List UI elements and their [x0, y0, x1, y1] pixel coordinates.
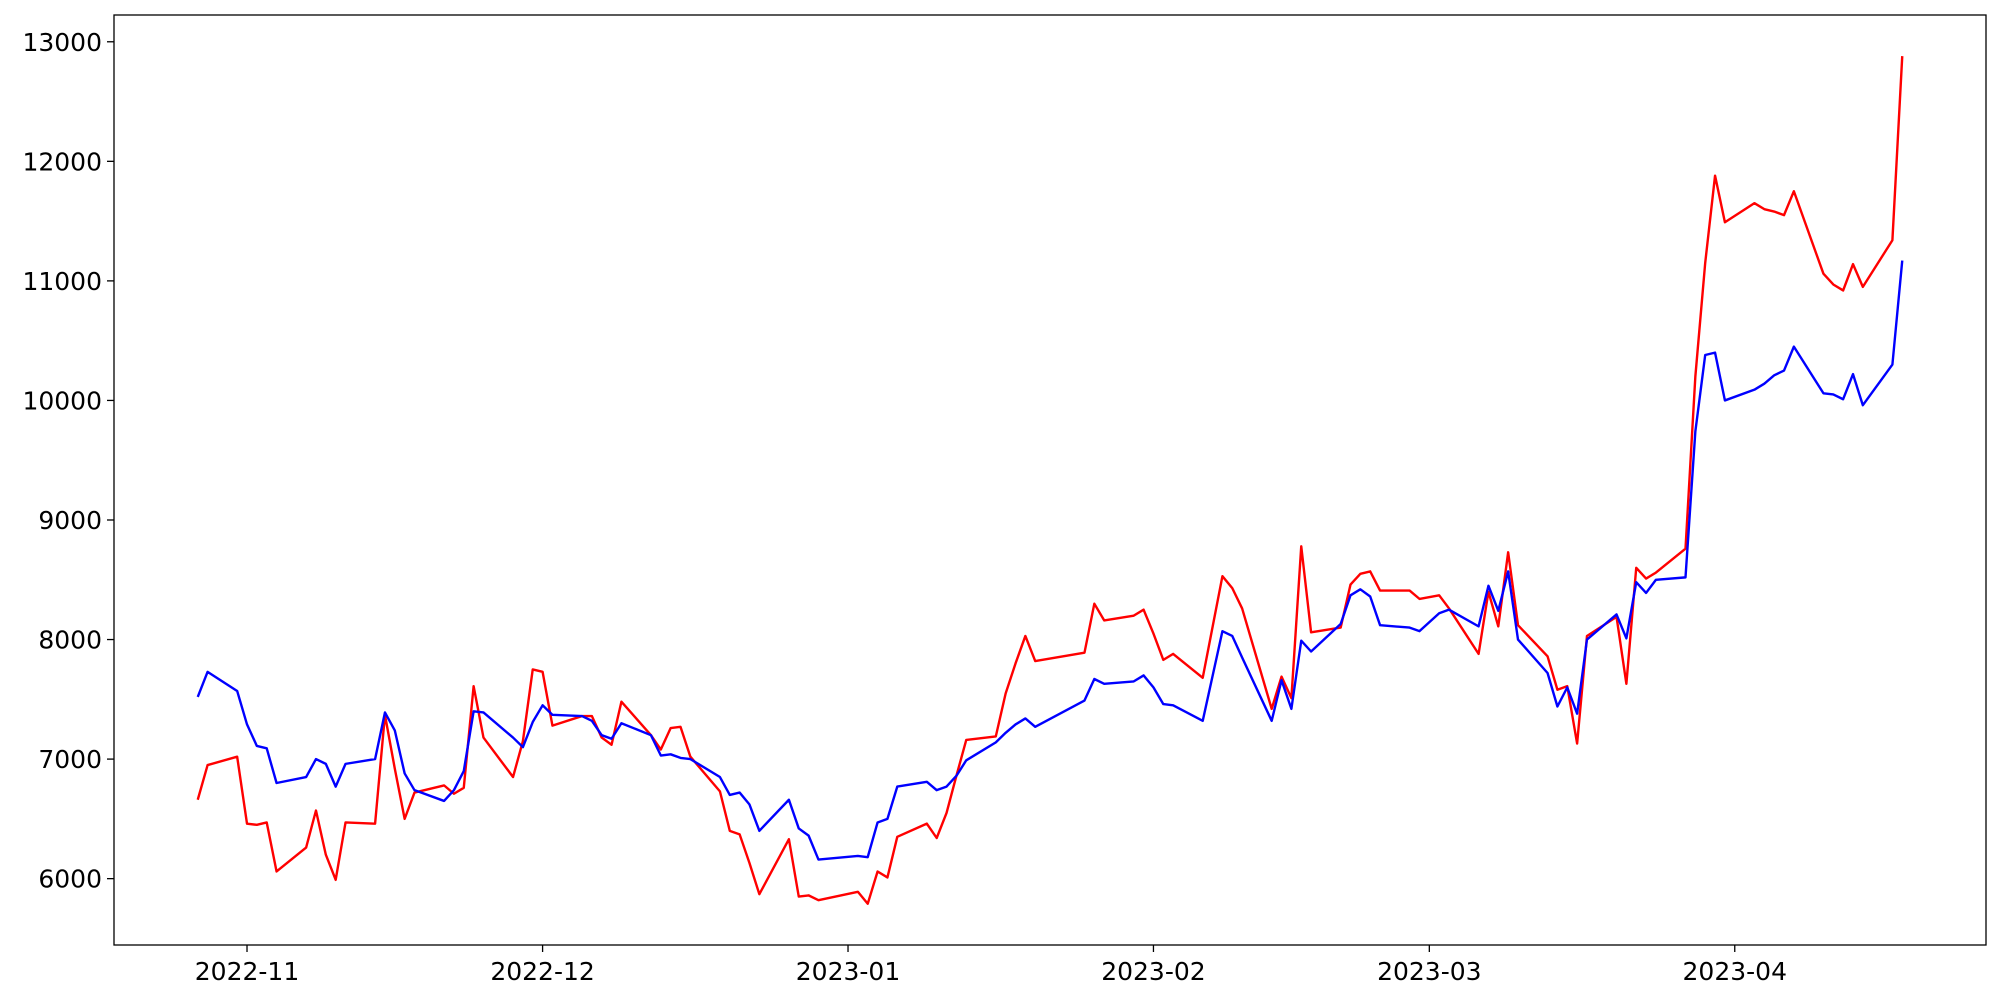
- y-tick-label: 8000: [38, 626, 102, 655]
- y-tick-label: 12000: [22, 147, 102, 176]
- x-tick-label: 2023-01: [796, 957, 900, 986]
- x-tick-label: 2023-04: [1683, 957, 1787, 986]
- y-tick-label: 9000: [38, 506, 102, 535]
- x-tick-label: 2022-12: [490, 957, 594, 986]
- x-tick-label: 2022-11: [195, 957, 299, 986]
- y-tick-label: 13000: [22, 28, 102, 57]
- x-tick-label: 2023-03: [1377, 957, 1481, 986]
- x-tick-label: 2023-02: [1101, 957, 1205, 986]
- y-tick-label: 11000: [22, 267, 102, 296]
- y-tick-label: 10000: [22, 386, 102, 415]
- series-line: [196, 56, 1904, 905]
- y-tick-label: 7000: [38, 745, 102, 774]
- y-tick-label: 6000: [38, 865, 102, 894]
- series-line: [196, 260, 1904, 861]
- plot-frame: [113, 14, 1987, 946]
